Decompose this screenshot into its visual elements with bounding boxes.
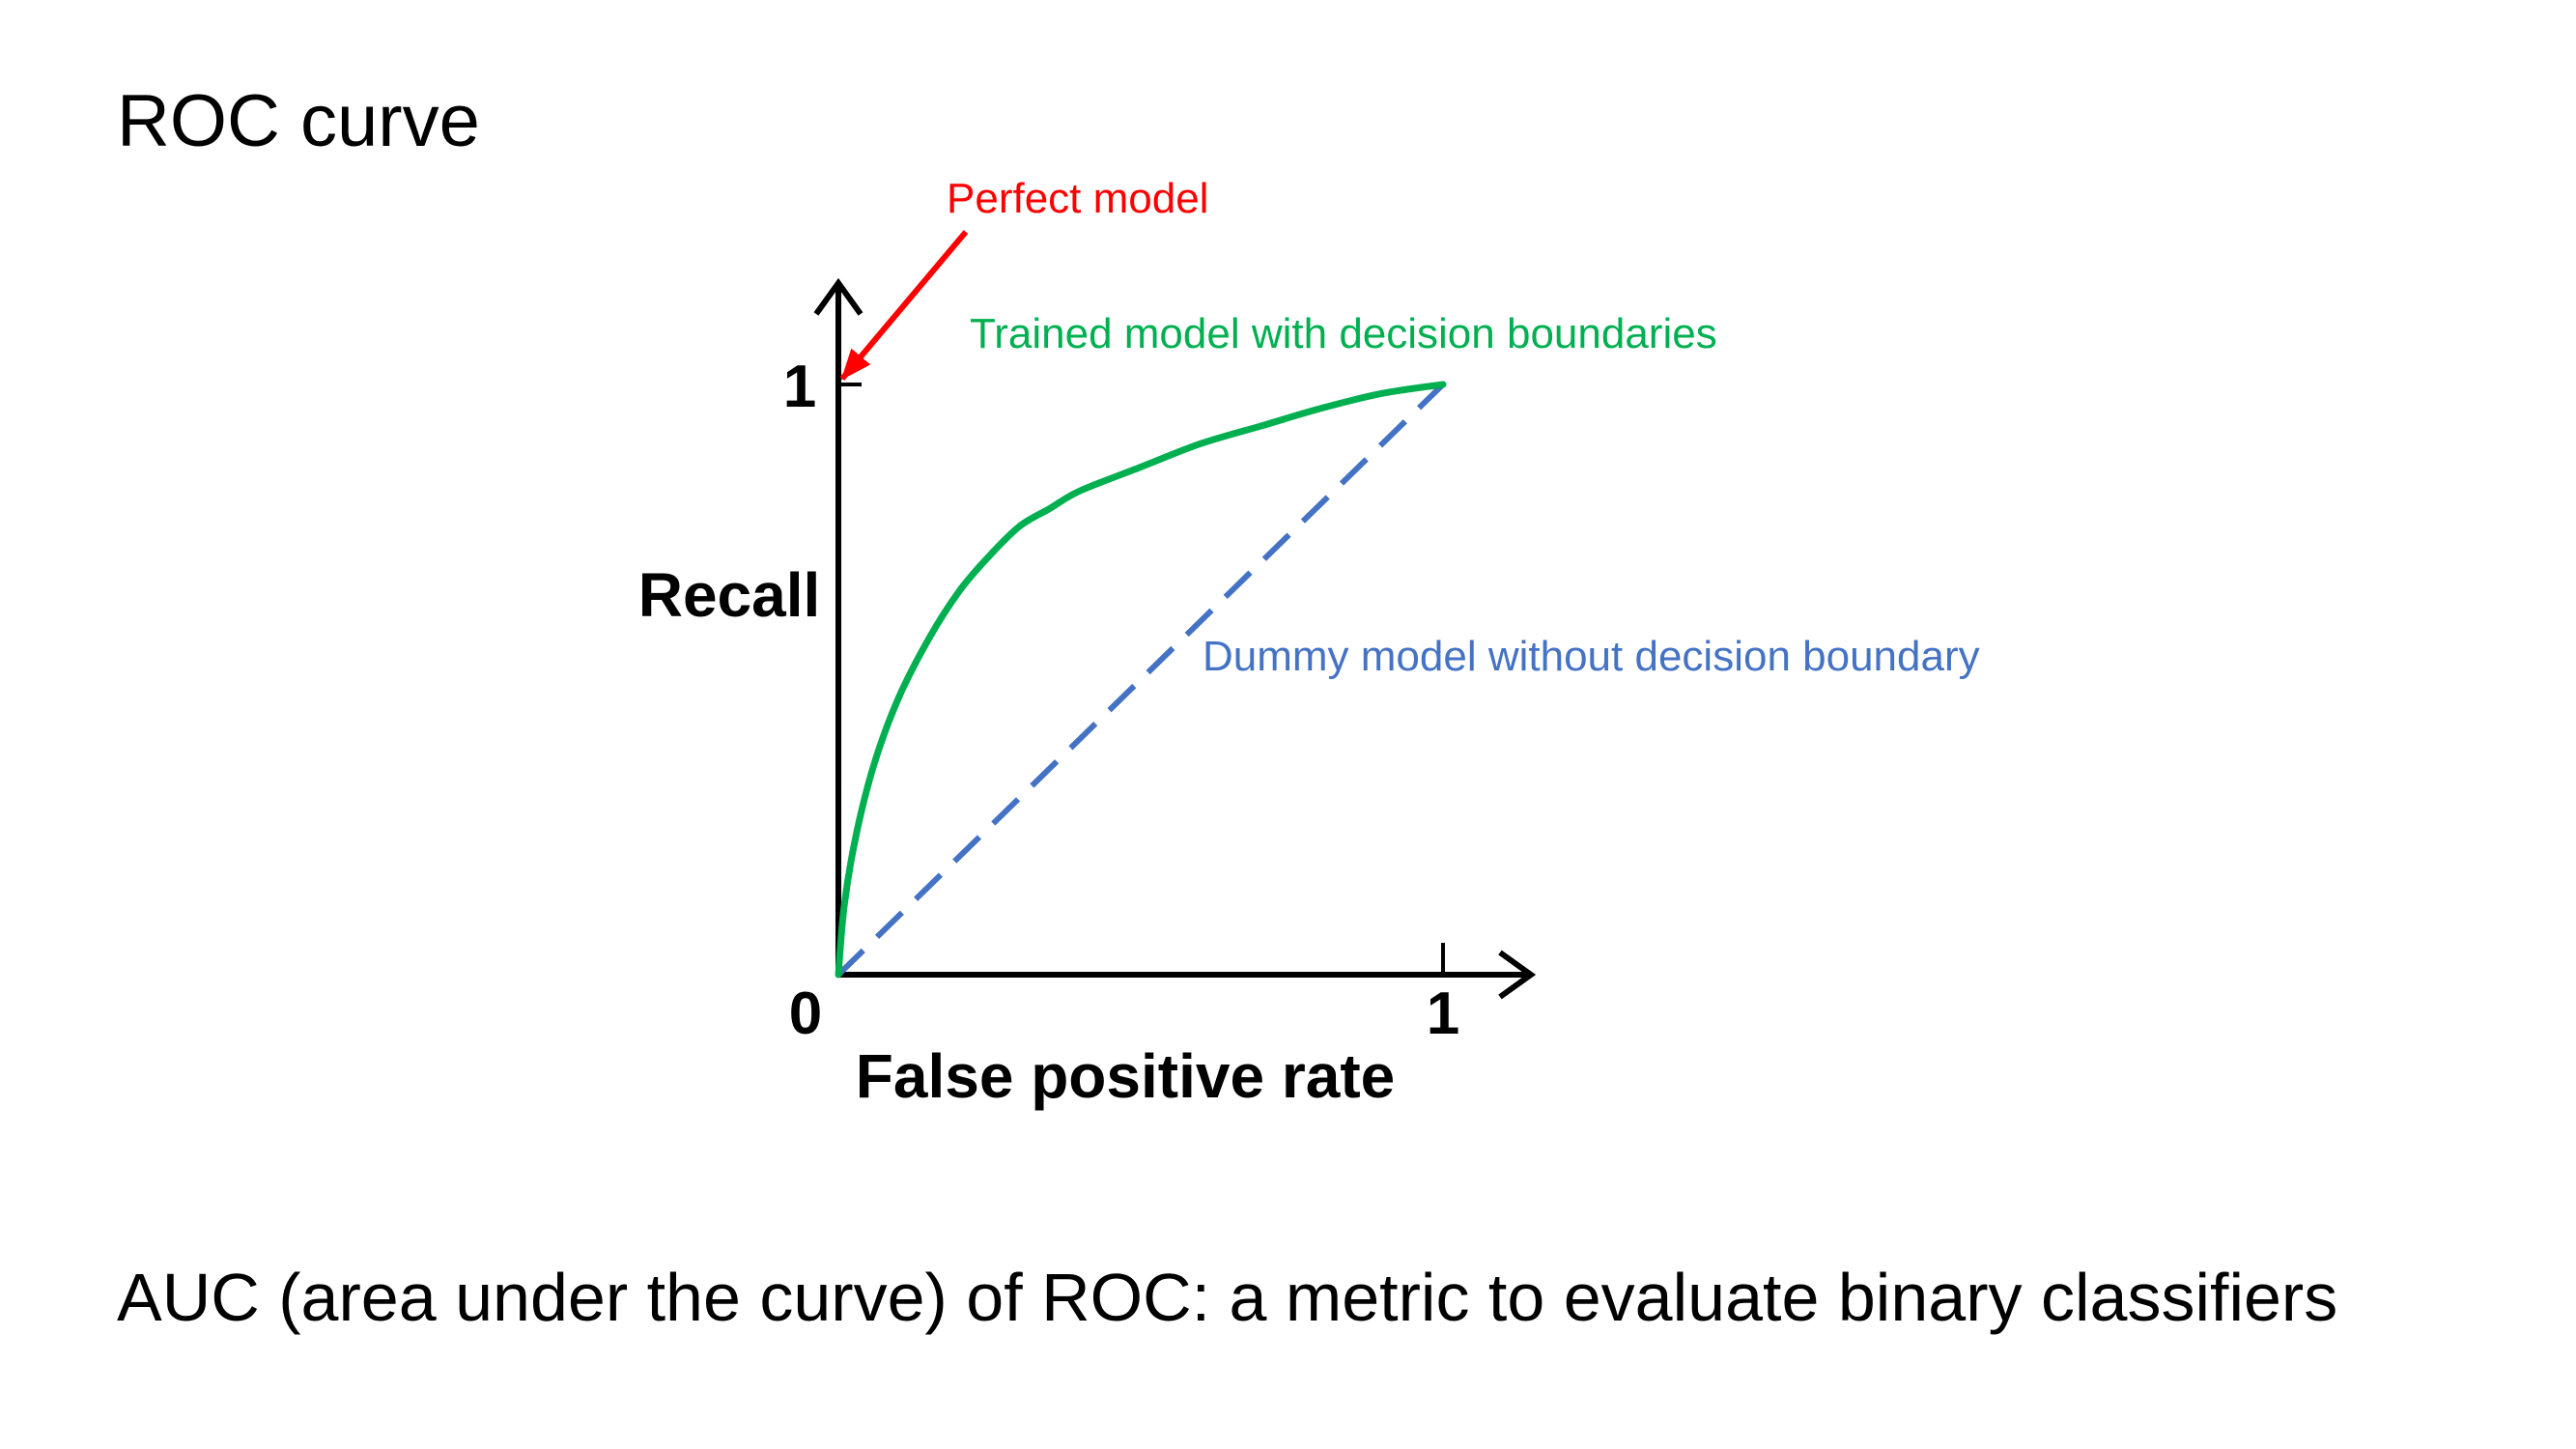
series-line-trained: [835, 381, 1447, 979]
x-axis-label: False positive rate: [856, 1041, 1395, 1111]
y-tick-label-1: 1: [783, 354, 816, 420]
x-axis-arrowhead: [1498, 950, 1537, 1000]
x-tick-label-0: 0: [789, 980, 822, 1047]
perfect-model-label: Perfect model: [947, 175, 1208, 222]
y-axis-arrowhead: [813, 277, 863, 316]
perfect-model-arrow: [839, 230, 969, 381]
y-axis-label: Recall: [638, 560, 821, 630]
series-label-dummy: Dummy model without decision boundary: [1203, 633, 1980, 680]
slide-caption: AUC (area under the curve) of ROC: a met…: [117, 1260, 2338, 1335]
series-label-trained: Trained model with decision boundaries: [970, 310, 1717, 357]
series-line-dummy: [835, 382, 1446, 978]
slide-title: ROC curve: [117, 80, 480, 162]
x-tick-label-1: 1: [1427, 980, 1459, 1047]
